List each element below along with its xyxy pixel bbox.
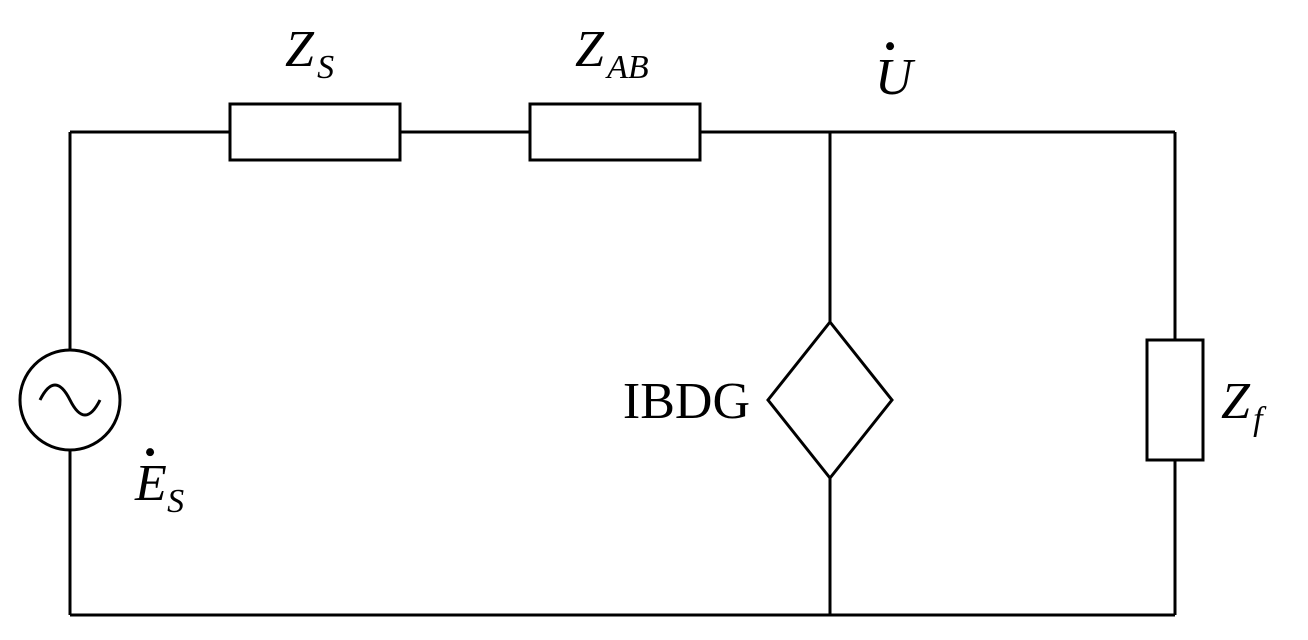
label-u: U — [875, 42, 916, 106]
svg-text:S: S — [167, 483, 184, 520]
svg-text:f: f — [1253, 401, 1267, 438]
label-zs: ZS — [285, 21, 334, 86]
labels: ZSZABUESIBDGZf — [134, 21, 1267, 520]
label-zf: Zf — [1221, 373, 1267, 438]
svg-text:U: U — [875, 49, 916, 106]
label-zab: ZAB — [575, 21, 649, 86]
circuit-diagram: ZSZABUESIBDGZf — [0, 0, 1308, 640]
svg-text:Z: Z — [1221, 373, 1251, 430]
svg-text:Z: Z — [575, 21, 605, 78]
label-es: ES — [134, 448, 184, 520]
components — [20, 104, 1203, 478]
svg-text:IBDG: IBDG — [623, 373, 750, 430]
svg-text:AB: AB — [605, 49, 649, 86]
svg-text:Z: Z — [285, 21, 315, 78]
svg-text:E: E — [134, 455, 167, 512]
svg-text:S: S — [317, 49, 334, 86]
